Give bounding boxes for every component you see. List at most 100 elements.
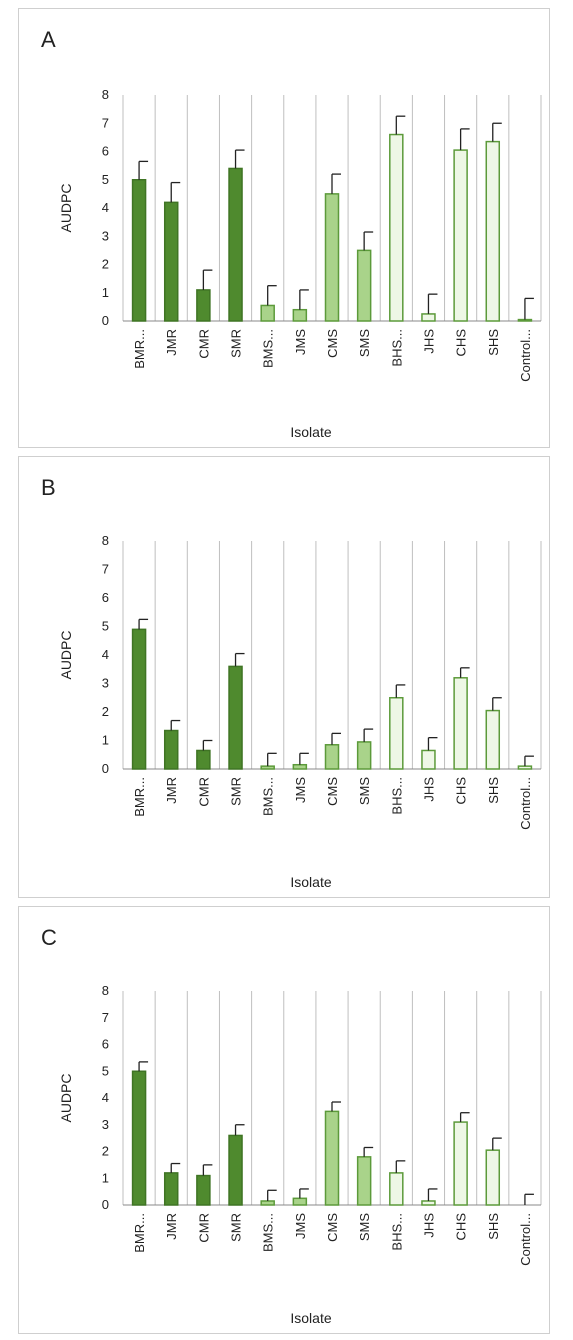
x-tick-label: SHS [486, 1213, 501, 1240]
x-tick-label: SHS [486, 329, 501, 356]
bar-jhs [421, 1200, 436, 1206]
bar-jmr [163, 201, 179, 322]
y-tick-label: 2 [102, 704, 109, 719]
bar-jhs [421, 749, 436, 770]
x-tick-label: CMR [196, 777, 211, 807]
y-tick-label: 3 [102, 1117, 109, 1132]
x-tick-label: BHS... [389, 777, 404, 815]
x-tick-label: JMS [293, 1213, 308, 1239]
bar-cms [324, 1110, 340, 1206]
bar-bmr [131, 179, 147, 322]
x-tick-label: BMR... [132, 329, 147, 369]
bar-bhs [389, 1172, 404, 1206]
x-tick-label: Control... [518, 1213, 533, 1266]
x-tick-label: JMR [164, 1213, 179, 1240]
y-axis-label: AUDPC [58, 630, 74, 679]
bar-cms [324, 744, 340, 770]
bar-smr [228, 1134, 243, 1206]
x-axis-label: Isolate [290, 1310, 331, 1326]
bar-control [517, 765, 533, 770]
bar-shs [485, 140, 501, 322]
x-tick-label: SMR [229, 329, 244, 358]
y-tick-label: 2 [102, 257, 109, 272]
y-tick-label: 3 [102, 228, 109, 243]
y-tick-label: 8 [102, 87, 109, 102]
bar-jms [292, 763, 308, 770]
x-tick-label: CMS [325, 329, 340, 358]
bar-bmr [131, 1070, 147, 1206]
x-tick-label: Control... [518, 777, 533, 830]
y-tick-label: 7 [102, 115, 109, 130]
y-tick-label: 1 [102, 1170, 109, 1185]
y-axis-label: AUDPC [58, 1073, 74, 1122]
y-tick-label: 6 [102, 1037, 109, 1052]
y-tick-label: 1 [102, 733, 109, 748]
bar-jms [292, 1197, 308, 1206]
x-tick-label: CHS [454, 329, 469, 357]
bar-sms [356, 249, 372, 322]
y-tick-label: 4 [102, 200, 109, 215]
x-tick-label: SMS [357, 777, 372, 806]
x-tick-label: CHS [454, 1213, 469, 1241]
bar-control [517, 318, 533, 322]
x-tick-label: JHS [421, 777, 436, 802]
x-axis-label: Isolate [290, 874, 331, 890]
bar-shs [485, 709, 501, 770]
x-tick-label: SMR [229, 777, 244, 806]
y-tick-label: 6 [102, 590, 109, 605]
x-tick-label: BMR... [132, 777, 147, 817]
bar-bms [260, 304, 275, 322]
y-tick-label: 0 [102, 1197, 109, 1212]
x-tick-label: CMS [325, 1213, 340, 1242]
bar-sms [356, 741, 372, 770]
y-tick-label: 5 [102, 1063, 109, 1078]
bar-jmr [163, 729, 179, 770]
bar-jhs [421, 313, 436, 322]
x-tick-label: JMR [164, 777, 179, 804]
x-tick-label: JMS [293, 777, 308, 803]
y-tick-label: 2 [102, 1144, 109, 1159]
bar-shs [485, 1149, 501, 1206]
x-axis-label: Isolate [290, 424, 331, 440]
x-tick-label: JHS [421, 329, 436, 354]
y-tick-label: 5 [102, 172, 109, 187]
x-tick-label: JHS [421, 1213, 436, 1238]
x-tick-label: Control... [518, 329, 533, 382]
y-tick-label: 3 [102, 676, 109, 691]
bar-bmr [131, 628, 147, 770]
panel-label: B [41, 475, 56, 500]
x-tick-label: SMS [357, 329, 372, 358]
x-tick-label: CMR [196, 1213, 211, 1243]
x-tick-label: SMR [229, 1213, 244, 1242]
bar-cmr [196, 289, 211, 322]
bar-cms [324, 193, 340, 322]
bar-bhs [389, 133, 404, 322]
x-tick-label: JMR [164, 329, 179, 356]
chart-panel-c: C 0 1 2 3 4 5 6 7 8 AUDPC BMR... JMR CMR SMR BMS... JMS C… [18, 906, 550, 1334]
panel-label: C [41, 925, 57, 950]
y-axis-label: AUDPC [58, 183, 74, 232]
x-tick-label: BMS... [261, 777, 276, 816]
x-tick-label: SMS [357, 1213, 372, 1242]
bar-chart-a: A 0 1 2 3 4 5 6 7 8 AUDPC BMR... JMR CMR SMR BMS... JMS C… [41, 27, 542, 440]
bar-chart-c: C 0 1 2 3 4 5 6 7 8 AUDPC BMR... JMR CMR SMR BMS... JMS C… [41, 925, 542, 1326]
bar-sms [356, 1156, 372, 1206]
y-tick-label: 6 [102, 144, 109, 159]
x-tick-label: BMR... [132, 1213, 147, 1253]
bar-bms [260, 1200, 275, 1206]
bar-chs [453, 677, 468, 770]
chart-panel-b: B 0 1 2 3 4 5 6 7 8 AUDPC BMR... JMR CMR SMR BMS... JMS C… [18, 456, 550, 898]
x-tick-label: JMS [293, 329, 308, 355]
x-tick-label: BHS... [389, 1213, 404, 1251]
bar-jmr [163, 1172, 179, 1206]
x-tick-label: BHS... [389, 329, 404, 367]
y-tick-label: 8 [102, 983, 109, 998]
y-tick-label: 4 [102, 1090, 109, 1105]
bar-smr [228, 167, 243, 322]
x-tick-label: SHS [486, 777, 501, 804]
bar-chs [453, 149, 468, 322]
bar-bhs [389, 697, 404, 770]
y-tick-label: 5 [102, 619, 109, 634]
y-tick-label: 0 [102, 313, 109, 328]
bar-chart-b: B 0 1 2 3 4 5 6 7 8 AUDPC BMR... JMR CMR SMR BMS... JMS C… [41, 475, 542, 890]
